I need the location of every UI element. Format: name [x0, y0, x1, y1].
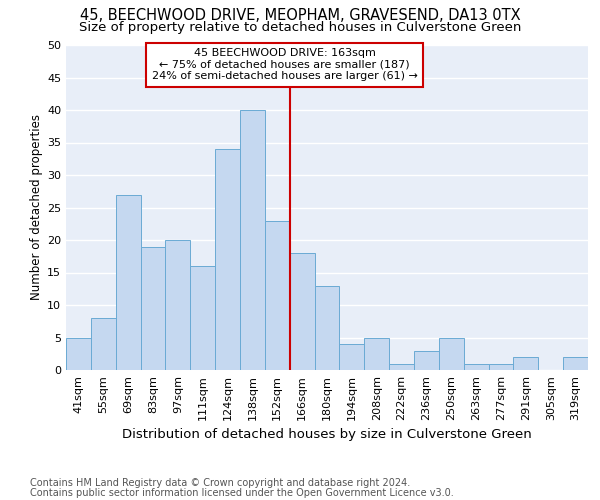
Bar [215, 149, 240, 370]
Text: Contains HM Land Registry data © Crown copyright and database right 2024.: Contains HM Land Registry data © Crown c… [30, 478, 410, 488]
Bar [563, 357, 588, 370]
Bar [140, 246, 166, 370]
Bar [66, 338, 91, 370]
Bar [116, 194, 140, 370]
Bar [439, 338, 464, 370]
Bar [265, 220, 290, 370]
Bar [389, 364, 414, 370]
Text: Size of property relative to detached houses in Culverstone Green: Size of property relative to detached ho… [79, 21, 521, 34]
Bar [514, 357, 538, 370]
Bar [290, 253, 314, 370]
Bar [464, 364, 488, 370]
Bar [364, 338, 389, 370]
Bar [91, 318, 116, 370]
Text: 45, BEECHWOOD DRIVE, MEOPHAM, GRAVESEND, DA13 0TX: 45, BEECHWOOD DRIVE, MEOPHAM, GRAVESEND,… [80, 8, 520, 22]
Text: Contains public sector information licensed under the Open Government Licence v3: Contains public sector information licen… [30, 488, 454, 498]
Y-axis label: Number of detached properties: Number of detached properties [30, 114, 43, 300]
X-axis label: Distribution of detached houses by size in Culverstone Green: Distribution of detached houses by size … [122, 428, 532, 442]
Bar [488, 364, 514, 370]
Bar [414, 350, 439, 370]
Bar [340, 344, 364, 370]
Bar [166, 240, 190, 370]
Bar [190, 266, 215, 370]
Text: 45 BEECHWOOD DRIVE: 163sqm
← 75% of detached houses are smaller (187)
24% of sem: 45 BEECHWOOD DRIVE: 163sqm ← 75% of deta… [152, 48, 418, 82]
Bar [240, 110, 265, 370]
Bar [314, 286, 340, 370]
